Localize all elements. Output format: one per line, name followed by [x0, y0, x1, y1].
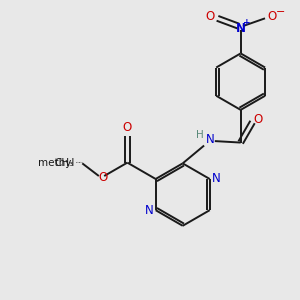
- Text: methyl: methyl: [76, 161, 81, 163]
- Text: O: O: [206, 10, 215, 23]
- Text: N: N: [145, 204, 154, 217]
- Text: methyl: methyl: [78, 162, 83, 164]
- Text: H: H: [196, 130, 204, 140]
- Text: O: O: [254, 112, 263, 125]
- Text: O: O: [268, 10, 277, 23]
- Text: N: N: [206, 133, 214, 146]
- Text: O: O: [98, 171, 107, 184]
- Text: methyl: methyl: [38, 158, 74, 168]
- Text: −: −: [276, 7, 285, 17]
- Text: O: O: [123, 121, 132, 134]
- Text: CH₃: CH₃: [54, 158, 74, 168]
- Text: N: N: [212, 172, 220, 185]
- Text: N: N: [236, 22, 246, 34]
- Text: +: +: [243, 18, 250, 27]
